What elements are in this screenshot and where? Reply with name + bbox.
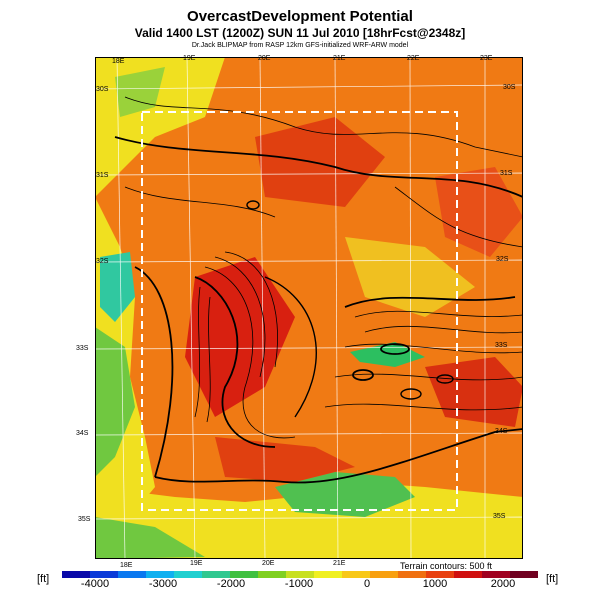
colorbar-segment xyxy=(286,571,315,578)
colorbar-segment xyxy=(258,571,287,578)
colorbar-tick: 0 xyxy=(363,578,371,590)
colorbar-tick: -1000 xyxy=(284,578,314,590)
lat-label-left: 32S xyxy=(96,258,109,265)
colorbar-segment xyxy=(510,571,538,578)
colorbar-segment xyxy=(174,571,203,578)
model-info-line: Dr.Jack BLIPMAP from RASP 12km GFS-initi… xyxy=(191,42,409,49)
colorbar-tick: -4000 xyxy=(80,578,110,590)
lat-label-left: 31S xyxy=(96,172,109,179)
field-red-se xyxy=(215,437,355,482)
field-green-east xyxy=(350,342,425,367)
colorbar-segment xyxy=(202,571,231,578)
lon-label-top: 21E xyxy=(333,55,346,62)
field-red-north xyxy=(255,117,385,207)
field-ocean-south xyxy=(95,482,523,559)
lon-label-bottom: 21E xyxy=(333,560,346,567)
forecast-map[interactable] xyxy=(95,57,523,559)
colorbar-segment xyxy=(62,571,91,578)
colorbar-segment xyxy=(342,571,371,578)
colorbar xyxy=(62,571,538,578)
lon-label-bottom: 19E xyxy=(190,560,203,567)
field-green-west xyxy=(95,327,135,477)
chart-title: OvercastDevelopment Potential xyxy=(187,8,413,25)
colorbar-tick: 1000 xyxy=(422,578,448,590)
lon-label-bottom: 20E xyxy=(262,560,275,567)
terrain-contours xyxy=(114,96,523,484)
field-yellow-central xyxy=(345,237,475,317)
colorbar-segment xyxy=(482,571,511,578)
lat-label-left: 30S xyxy=(96,86,109,93)
lon-label-top: 18E xyxy=(112,58,125,65)
valid-time-line: Valid 1400 LST (1200Z) SUN 11 Jul 2010 [… xyxy=(134,26,466,40)
colorbar-segment xyxy=(370,571,399,578)
field-green-south xyxy=(275,472,415,517)
lon-label-bottom: 18E xyxy=(120,562,133,569)
lat-label-left: 35S xyxy=(78,516,91,523)
lat-label-right: 31S xyxy=(500,170,513,177)
colorbar-unit-left: [ft] xyxy=(37,573,50,585)
lon-label-top: 23E xyxy=(480,55,493,62)
lat-label-left: 33S xyxy=(76,345,89,352)
field-cyan-west xyxy=(100,252,135,322)
lat-label-right: 30S xyxy=(503,84,516,91)
lat-label-right: 32S xyxy=(496,256,509,263)
colorbar-tick: 2000 xyxy=(490,578,516,590)
lon-label-top: 22E xyxy=(407,55,420,62)
lat-lon-grid xyxy=(95,57,523,559)
colorbar-segment xyxy=(90,571,119,578)
colorbar-segment xyxy=(426,571,455,578)
field-red-center xyxy=(185,257,295,417)
colorbar-segment xyxy=(314,571,343,578)
colorbar-tick: -2000 xyxy=(216,578,246,590)
lat-label-right: 33S xyxy=(495,342,508,349)
lat-label-left: 34S xyxy=(76,430,89,437)
colorbar-unit-right: [ft] xyxy=(546,573,559,585)
colorbar-tick: -3000 xyxy=(148,578,178,590)
colorbar-segment xyxy=(454,571,483,578)
inner-domain-box xyxy=(141,111,458,511)
colorbar-segment xyxy=(146,571,175,578)
lon-label-top: 19E xyxy=(183,55,196,62)
field-green-sw xyxy=(95,517,205,559)
lat-label-right: 35S xyxy=(493,513,506,520)
terrain-contour-note: Terrain contours: 500 ft xyxy=(400,561,493,571)
colorbar-segment xyxy=(118,571,147,578)
colorbar-segment xyxy=(230,571,259,578)
lat-label-right: 34S xyxy=(495,428,508,435)
colorbar-segment xyxy=(398,571,427,578)
lon-label-top: 20E xyxy=(258,55,271,62)
